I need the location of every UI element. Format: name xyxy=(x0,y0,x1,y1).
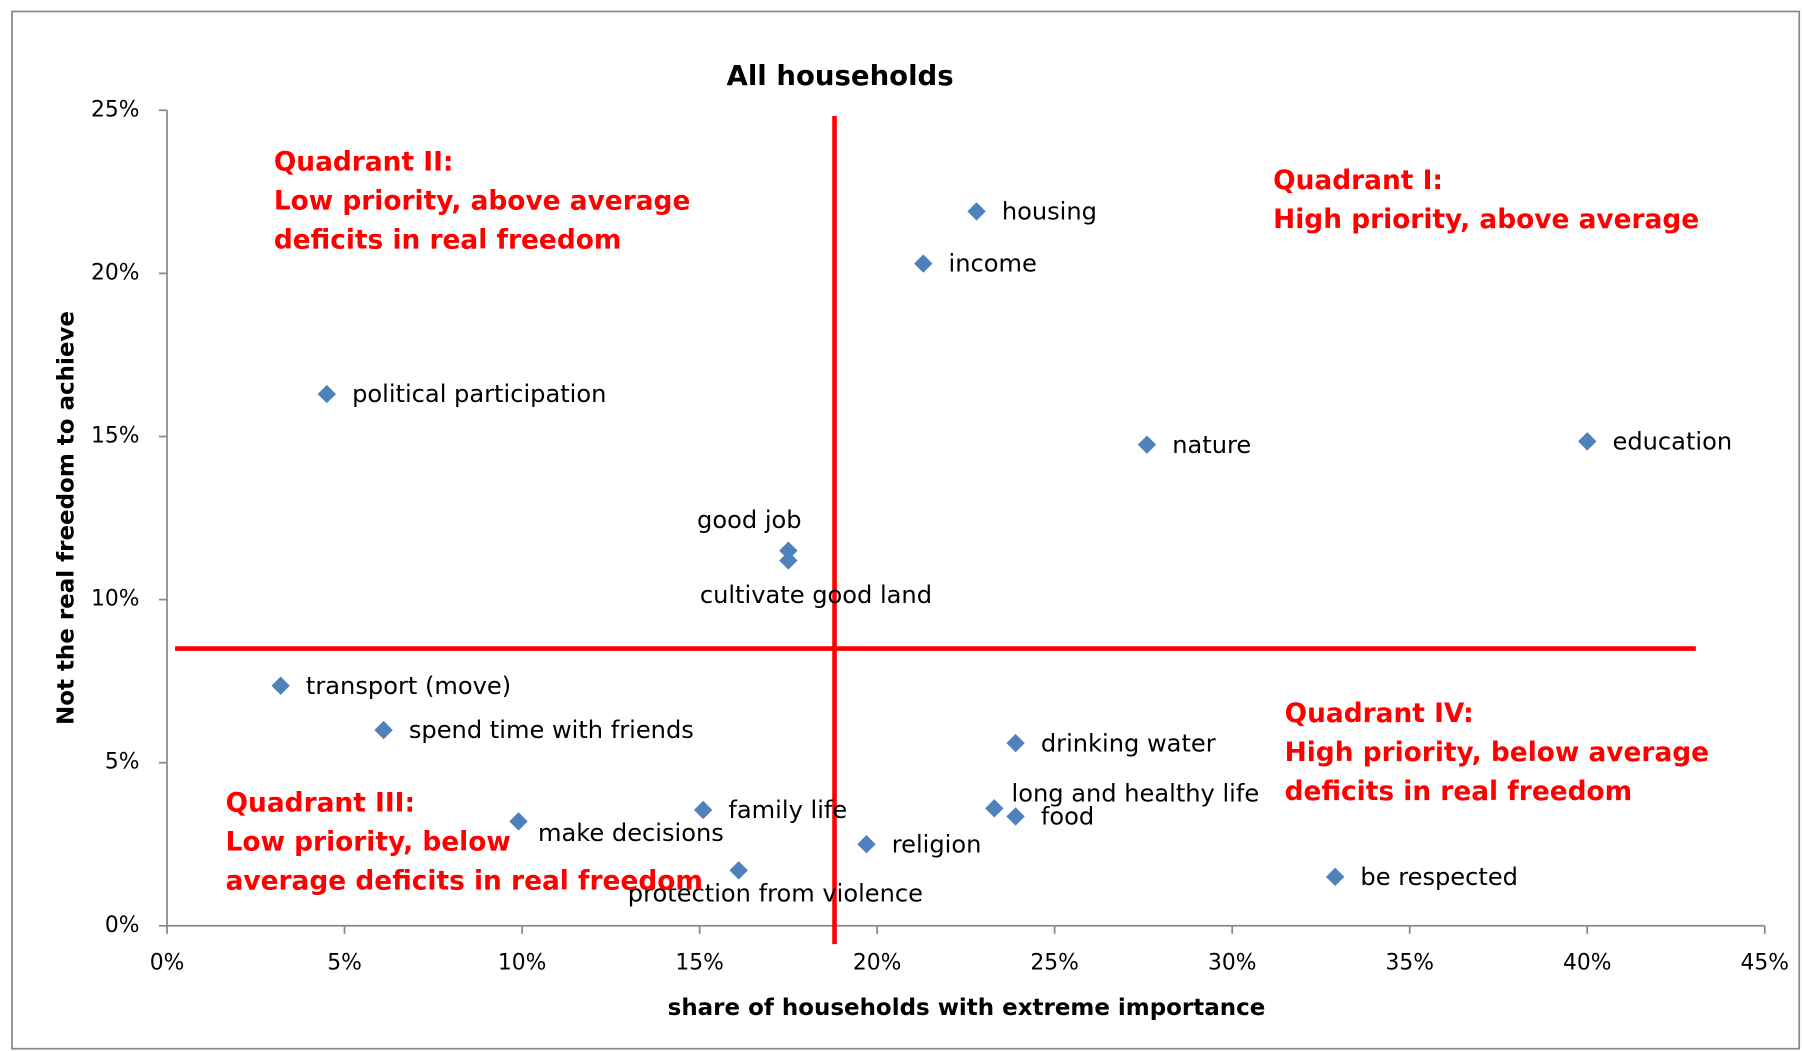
quadrant-label: Quadrant IV: xyxy=(1285,698,1474,729)
chart-title: All households xyxy=(727,60,954,92)
x-tick-label: 25% xyxy=(1030,951,1078,976)
x-tick-label: 0% xyxy=(150,951,185,976)
y-tick-label: 20% xyxy=(91,260,139,285)
x-tick-label: 20% xyxy=(853,951,901,976)
x-tick-label: 5% xyxy=(327,951,362,976)
y-tick-label: 5% xyxy=(105,750,140,775)
point xyxy=(1578,432,1597,451)
point-label: food xyxy=(1041,803,1094,831)
quadrant-label: average deficits in real freedom xyxy=(226,866,703,897)
y-tick-label: 15% xyxy=(91,423,139,448)
point-label: family life xyxy=(728,796,847,824)
point xyxy=(1006,807,1025,826)
point xyxy=(1006,733,1025,753)
quadrant-label: Low priority, above average xyxy=(274,186,691,217)
quadrant-label: Quadrant I: xyxy=(1273,165,1443,196)
point xyxy=(317,384,336,404)
point xyxy=(271,676,290,695)
point xyxy=(693,800,713,820)
point-label: spend time with friends xyxy=(409,716,694,744)
point-label: income xyxy=(949,250,1037,278)
point-label: political participation xyxy=(352,380,606,408)
point xyxy=(1325,867,1345,887)
quadrant-label: High priority, above average xyxy=(1273,204,1699,235)
point-label: drinking water xyxy=(1041,729,1216,757)
point-label: make decisions xyxy=(538,819,724,847)
point-label: protection from violence xyxy=(628,879,923,907)
y-tick-label: 10% xyxy=(91,587,139,612)
x-tick-label: 35% xyxy=(1385,951,1433,976)
chart-frame xyxy=(11,10,1801,1050)
quadrant-label: Quadrant II: xyxy=(274,147,454,178)
point-label: cultivate good land xyxy=(700,581,932,609)
quadrant-label: High priority, below average xyxy=(1285,737,1709,768)
x-tick-label: 15% xyxy=(675,951,723,976)
quadrant-label: deficits in real freedom xyxy=(1285,776,1633,807)
point xyxy=(857,835,876,854)
y-tick-label: 25% xyxy=(91,97,139,122)
point xyxy=(374,720,393,740)
x-tick-label: 30% xyxy=(1208,951,1256,976)
point-label: religion xyxy=(892,830,982,858)
x-tick-label: 45% xyxy=(1741,951,1789,976)
y-axis-title: Not the real freedom to achieve xyxy=(54,311,80,725)
point-label: education xyxy=(1613,428,1733,456)
y-tick-label: 0% xyxy=(105,913,140,938)
x-tick-label: 10% xyxy=(498,951,546,976)
point xyxy=(779,551,798,570)
point-label: long and healthy life xyxy=(1012,780,1260,808)
point-label: good job xyxy=(697,506,802,534)
point xyxy=(1137,435,1157,454)
x-tick-label: 40% xyxy=(1563,951,1611,976)
point xyxy=(779,541,798,560)
x-axis-title: share of households with extreme importa… xyxy=(668,995,1266,1021)
point-label: be respected xyxy=(1360,863,1518,891)
quadrant-label: Quadrant III: xyxy=(226,788,415,819)
point xyxy=(509,812,528,831)
point-label: transport (move) xyxy=(306,672,511,700)
quadrant-label: Low priority, below xyxy=(226,827,511,858)
point xyxy=(967,202,986,221)
quadrant-label: deficits in real freedom xyxy=(274,225,622,256)
point-label: housing xyxy=(1002,198,1097,226)
point-label: nature xyxy=(1172,431,1251,459)
point xyxy=(985,799,1004,818)
point xyxy=(729,861,748,880)
point xyxy=(914,254,933,273)
